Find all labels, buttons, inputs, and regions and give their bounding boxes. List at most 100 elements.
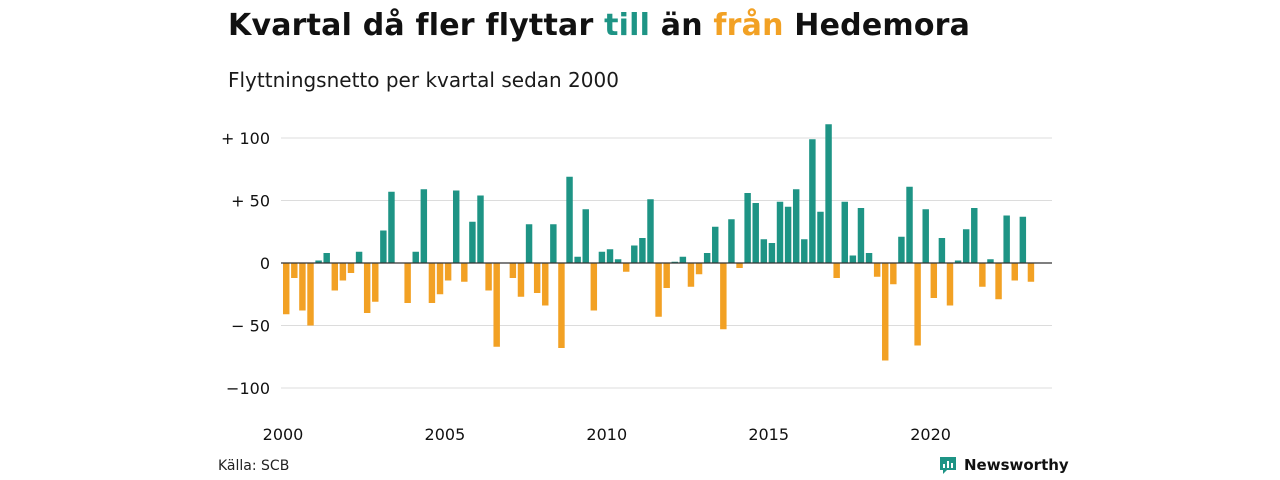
- bar: [574, 256, 581, 263]
- bar: [622, 263, 630, 272]
- bar: [898, 236, 905, 263]
- bar: [347, 263, 355, 273]
- bar: [590, 263, 598, 311]
- bar: [971, 208, 978, 263]
- bar: [339, 263, 347, 281]
- bar: [428, 263, 436, 303]
- bar: [865, 253, 873, 263]
- bar: [655, 263, 662, 317]
- bar: [1003, 215, 1010, 263]
- y-tick-label: −100: [226, 379, 270, 398]
- bar: [728, 219, 735, 263]
- bar: [752, 203, 759, 263]
- bar: [469, 221, 476, 263]
- bar: [946, 263, 954, 306]
- bar: [639, 238, 646, 263]
- y-tick-label: − 50: [231, 317, 270, 336]
- title-word-fran: från: [713, 8, 784, 43]
- bar: [315, 260, 322, 263]
- bar: [906, 186, 913, 263]
- bar: [776, 201, 784, 263]
- x-tick-label: 2000: [263, 425, 304, 444]
- bar: [801, 239, 808, 263]
- bar: [703, 253, 711, 263]
- bar: [712, 226, 719, 263]
- bar: [525, 224, 533, 263]
- y-tick-label: + 50: [231, 192, 270, 211]
- bar: [671, 261, 678, 263]
- bar: [542, 263, 549, 306]
- y-tick-label: + 100: [221, 129, 270, 148]
- bar: [695, 263, 703, 275]
- bar: [873, 263, 881, 277]
- bar: [784, 206, 792, 263]
- x-tick-label: 2005: [425, 425, 466, 444]
- bar: [809, 139, 816, 263]
- bar: [760, 239, 768, 263]
- bar: [995, 263, 1002, 300]
- x-tick-label: 2020: [910, 425, 951, 444]
- source-label: Källa: SCB: [218, 458, 290, 474]
- bar: [938, 238, 946, 263]
- bar: [558, 263, 565, 348]
- bar: [477, 195, 484, 263]
- chart-title: Kvartal då fler flyttar till än från Hed…: [228, 8, 970, 43]
- bar: [533, 263, 541, 293]
- brand-name: Newsworthy: [964, 456, 1069, 474]
- bar: [388, 191, 395, 263]
- chart-subtitle: Flyttningsnetto per kvartal sedan 2000: [228, 68, 619, 92]
- bar: [444, 263, 452, 281]
- bar: [979, 263, 986, 287]
- bar: [380, 230, 387, 263]
- bar: [493, 263, 500, 347]
- brand-logo[interactable]: Newsworthy: [938, 455, 1069, 475]
- bar: [833, 263, 840, 278]
- bar: [922, 209, 929, 263]
- bar: [720, 263, 727, 330]
- bar: [614, 259, 622, 263]
- bar: [582, 209, 589, 263]
- bar: [1027, 263, 1035, 282]
- bar: [550, 224, 557, 263]
- bar: [890, 263, 897, 285]
- title-word-till: till: [604, 8, 651, 43]
- title-part-post: Hedemora: [783, 8, 971, 43]
- title-part-pre: Kvartal då fler flyttar: [228, 8, 605, 43]
- bar: [283, 263, 290, 315]
- bar: [404, 263, 411, 303]
- bar: [420, 189, 428, 263]
- bar: [331, 263, 339, 291]
- x-tick-label: 2015: [748, 425, 789, 444]
- bar: [825, 124, 832, 263]
- bar: [744, 193, 751, 263]
- bar: [736, 263, 743, 268]
- bar: [606, 249, 614, 263]
- bar: [841, 201, 848, 263]
- bar: [679, 256, 687, 263]
- bar: [299, 263, 306, 311]
- bar: [323, 253, 330, 263]
- bar: [485, 263, 492, 291]
- bar: [882, 263, 889, 361]
- bar: [1019, 216, 1027, 263]
- bar: [363, 263, 371, 313]
- bar: [355, 251, 363, 263]
- bar: [517, 263, 525, 297]
- bar: [954, 260, 962, 263]
- bar: [1011, 263, 1018, 281]
- bar: [307, 263, 314, 326]
- bar: [857, 208, 865, 263]
- bar: [962, 229, 970, 263]
- bar: [849, 255, 857, 263]
- bar: [566, 176, 573, 263]
- x-tick-label: 2010: [586, 425, 627, 444]
- bar: [817, 211, 824, 263]
- bar: [372, 263, 379, 302]
- bar: [598, 251, 606, 263]
- bar: [412, 251, 419, 263]
- bar: [987, 259, 994, 263]
- bar: [647, 199, 654, 263]
- chart-bubble-icon: [940, 457, 956, 474]
- bar: [436, 263, 444, 295]
